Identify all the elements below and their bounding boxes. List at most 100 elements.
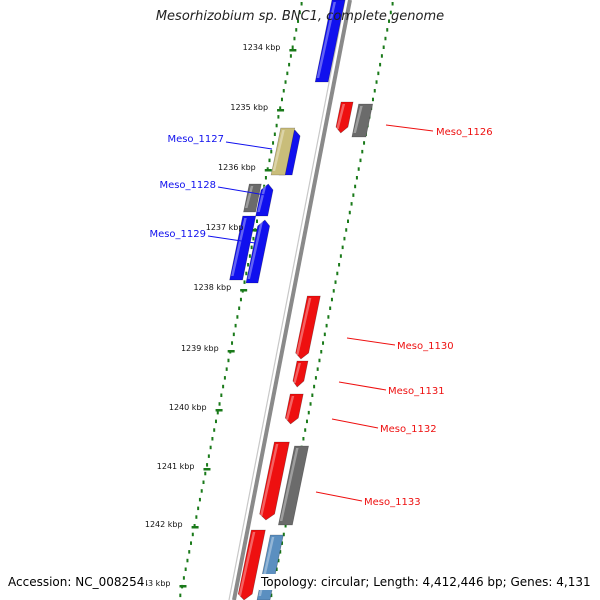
gene-label-meso-1131-leader — [338, 381, 387, 391]
gene-feature-meso-1129-a[interactable] — [229, 215, 257, 281]
other-feature-c[interactable] — [278, 445, 309, 526]
outer-tick — [270, 593, 273, 598]
outer-tick — [377, 71, 380, 76]
gene-feature-meso-1131[interactable] — [292, 360, 309, 388]
gene-label-meso-1127[interactable]: Meso_1127 — [167, 134, 224, 145]
gene-feature-meso-1132[interactable] — [284, 393, 304, 425]
inner-tick — [202, 480, 205, 484]
outer-tick — [382, 45, 385, 49]
backbone-shadow — [228, 0, 346, 600]
outer-tick — [302, 437, 305, 441]
gene-feature-meso-1129-b[interactable] — [245, 219, 270, 284]
major-tick — [191, 526, 199, 529]
topology-label: Topology: circular; Length: 4,412,446 bp… — [259, 574, 593, 590]
gene-feature-meso-1128[interactable] — [255, 183, 274, 217]
rna-feature-highlight — [272, 130, 285, 171]
inner-tick — [204, 471, 207, 476]
outer-tick — [336, 271, 339, 276]
inner-tick — [193, 524, 196, 528]
inner-tick — [232, 332, 235, 337]
other-feature-b-highlight — [353, 106, 363, 133]
outer-tick — [323, 332, 326, 337]
outer-tick — [313, 384, 316, 389]
other-feature-a[interactable] — [243, 183, 262, 213]
gene-label-meso-1132[interactable]: Meso_1132 — [380, 424, 437, 435]
gene-label-meso-1132-leader — [331, 418, 379, 429]
outer-tick — [352, 193, 355, 197]
inner-tick — [214, 419, 217, 424]
gene-label-meso-1131[interactable]: Meso_1131 — [388, 386, 445, 397]
scale-label: 1240 kbp — [169, 403, 207, 412]
gene-feature-bottom-a[interactable] — [237, 529, 266, 600]
gene-label-meso-1126-leader — [385, 124, 434, 132]
outer-tick — [277, 558, 280, 563]
outer-tick — [327, 315, 330, 319]
gene-label-meso-1130[interactable]: Meso_1130 — [397, 341, 454, 352]
inner-tick — [275, 123, 278, 128]
inner-tick — [272, 141, 275, 145]
inner-tick — [207, 454, 210, 458]
outer-tick — [330, 297, 333, 302]
scale-label: 1238 kbp — [193, 283, 231, 292]
labels-layer: 1234 kbp 1235 kbp 1236 kbp 1237 kbp 1238 kbp… — [133, 43, 493, 588]
outer-tick — [345, 228, 348, 232]
major-tick — [179, 585, 187, 588]
inner-tick — [236, 315, 239, 319]
gene-label-meso-1127-leader — [225, 141, 273, 150]
gene-feature-meso-1130[interactable] — [295, 295, 321, 360]
outer-tick — [380, 54, 383, 58]
gene-feature-meso-1133-a[interactable] — [259, 441, 290, 521]
inner-tick — [195, 515, 198, 519]
inner-tick — [247, 263, 250, 267]
inner-tick — [225, 367, 228, 371]
gene-label-meso-1130-leader — [346, 337, 396, 346]
gene-label-meso-1133[interactable]: Meso_1133 — [364, 497, 421, 508]
outer-tick — [355, 176, 358, 180]
gene-feature-meso-1128-highlight — [257, 186, 267, 212]
major-tick — [240, 289, 248, 292]
outer-tick — [334, 280, 337, 284]
rna-feature[interactable] — [270, 127, 296, 176]
inner-tick — [286, 71, 289, 76]
outer-tick — [384, 36, 387, 41]
outer-tick — [282, 532, 285, 537]
outer-tick — [309, 402, 312, 406]
gene-feature-meso-1129-b-highlight — [247, 222, 263, 279]
scale-label: 1236 kbp — [218, 163, 256, 172]
inner-tick — [256, 219, 259, 223]
outer-tick — [338, 263, 341, 267]
inner-tick — [211, 437, 214, 441]
gene-label-meso-1128[interactable]: Meso_1128 — [159, 180, 216, 191]
outer-tick — [373, 89, 376, 93]
inner-tick — [277, 115, 280, 119]
outer-tick — [305, 419, 308, 424]
inner-tick — [243, 280, 246, 284]
inner-tick — [190, 541, 193, 545]
other-feature-b[interactable] — [351, 103, 374, 138]
gene-feature-top[interactable] — [314, 0, 346, 83]
gene-label-meso-1129-leader — [207, 235, 256, 244]
outer-tick — [386, 28, 389, 32]
outer-tick — [341, 245, 344, 250]
outer-tick — [357, 167, 360, 171]
gene-feature-meso-1132-highlight — [285, 396, 295, 420]
inner-tick — [216, 410, 219, 415]
scale-label: 1237 kbp — [206, 223, 244, 232]
outer-tick — [347, 219, 350, 223]
major-tick — [289, 49, 297, 52]
inner-tick — [268, 158, 271, 163]
scale-label: 1241 kbp — [157, 462, 195, 471]
inner-tick — [209, 445, 212, 450]
outer-tick — [329, 306, 332, 310]
outer-tick — [284, 524, 287, 528]
outer-tick — [320, 350, 323, 354]
gene-label-meso-1129[interactable]: Meso_1129 — [149, 229, 206, 240]
backbone-layer — [228, 0, 352, 600]
outer-tick — [350, 202, 353, 206]
map-title: Mesorhizobium sp. BNC1, complete genome — [155, 9, 445, 24]
outer-tick — [304, 428, 307, 432]
gene-feature-meso-1126[interactable] — [335, 101, 354, 134]
gene-label-meso-1126[interactable]: Meso_1126 — [436, 127, 493, 138]
inner-tick — [245, 271, 248, 276]
